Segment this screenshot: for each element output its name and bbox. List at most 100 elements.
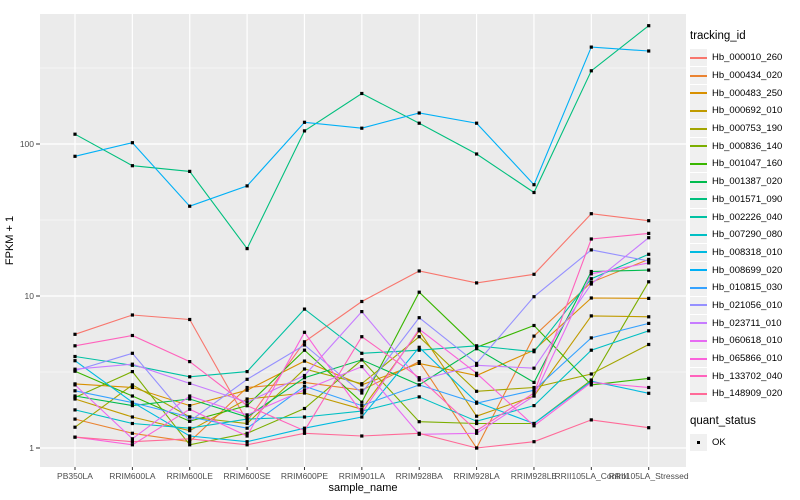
legend-key-swatch [690,137,707,155]
data-point-marker [647,268,651,272]
legend-item-Hb_000010_260: Hb_000010_260 [690,49,798,67]
data-point-marker [475,419,479,423]
data-point-marker [647,385,651,390]
data-point-marker [360,126,364,130]
legend-item-Hb_002226_040: Hb_002226_040 [690,208,798,226]
x-axis-tick-label: RRIM901LA [339,471,386,481]
legend-item-Hb_000434_020: Hb_000434_020 [690,67,798,85]
data-point-marker [73,383,77,387]
x-axis-tick-label: RRIM928LE [511,471,558,481]
data-point-marker [188,437,192,441]
data-point-marker [302,129,307,133]
data-point-marker [360,358,364,362]
legend-key-line [690,216,707,219]
data-point-marker [245,440,249,444]
data-point-marker [360,382,364,386]
legend-item-Hb_010815_030: Hb_010815_030 [690,279,798,297]
data-point-marker [130,431,134,435]
legend-key-line [690,145,707,148]
data-point-marker [532,404,536,408]
data-point-marker [589,383,593,387]
data-point-marker [245,431,249,435]
data-point-marker [589,269,593,274]
legend-key-swatch [690,261,707,279]
legend-key-line [690,180,707,183]
data-point-marker [73,389,77,393]
data-point-marker [302,415,307,419]
data-point-marker [73,154,77,158]
data-point-marker [532,424,536,428]
data-point-marker [532,295,536,299]
data-point-marker [647,236,651,240]
data-point-marker [130,404,134,408]
data-point-marker [302,376,307,380]
data-point-marker [475,347,479,351]
data-point-marker [360,365,364,369]
data-point-marker [302,330,307,334]
legend-key-line [690,339,707,342]
legend-item-quant-OK: OK [690,434,798,452]
data-point-marker [130,383,134,387]
data-point-marker [73,417,77,421]
data-point-marker [475,421,479,426]
legend-key-swatch [690,314,707,332]
data-point-marker [417,360,421,364]
data-point-marker [417,327,421,331]
data-point-marker [245,385,249,390]
data-point-marker [130,440,134,444]
data-point-marker [188,404,192,408]
data-point-marker [589,336,593,340]
x-axis-title: sample_name [328,482,397,494]
data-point-marker [130,351,134,355]
data-point-marker [73,344,77,348]
legend-key-line [690,56,707,59]
data-point-marker [130,333,134,338]
data-point-marker [302,426,307,430]
legend-item-Hb_000483_250: Hb_000483_250 [690,84,798,102]
data-point-marker [360,351,364,355]
data-point-marker [302,384,307,388]
legend-item-label: Hb_000010_260 [712,52,783,64]
data-point-marker [417,378,421,382]
legend-item-label: Hb_000434_020 [712,70,783,82]
legend-item-Hb_000836_140: Hb_000836_140 [690,137,798,155]
x-axis-tick-label: RRII105LA_Control [554,471,628,481]
data-point-marker [245,388,249,392]
data-point-marker [417,316,421,320]
legend-key-line [690,92,707,95]
data-point-marker [73,408,77,412]
data-point-marker [475,344,479,348]
legend-key-swatch [690,332,707,350]
data-point-marker [130,141,134,145]
data-point-marker [130,401,134,405]
legend-item-label: Hb_000753_190 [712,123,783,135]
data-point-marker [417,269,421,273]
data-point-marker [475,121,479,125]
legend-item-Hb_023711_010: Hb_023711_010 [690,314,798,332]
legend-key-line [690,357,707,360]
data-point-marker [130,370,134,374]
data-point-marker [532,394,536,398]
data-point-marker [188,204,192,208]
data-point-marker [589,272,593,276]
legend-item-Hb_021056_010: Hb_021056_010 [690,296,798,315]
data-point-marker [302,391,307,395]
data-point-marker [188,429,192,433]
data-point-marker [532,183,536,187]
data-point-marker [589,69,593,73]
data-point-marker [302,359,307,363]
data-point-marker [475,371,479,375]
data-point-marker [245,377,249,381]
data-point-marker [417,383,421,387]
y-axis-tick-label: 10 [25,291,35,301]
data-point-marker [589,380,593,384]
data-point-marker [245,417,249,421]
data-point-marker [245,247,249,251]
legend-key-line [690,304,707,307]
data-point-marker [532,350,536,354]
data-point-marker [130,164,134,168]
data-point-marker [532,334,536,338]
legend-title-quant-status: quant_status [690,414,756,427]
